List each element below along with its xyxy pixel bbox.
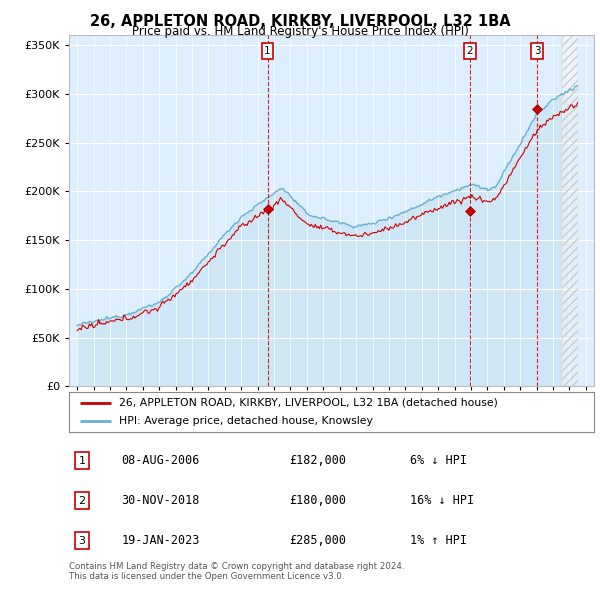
Text: 3: 3 bbox=[79, 536, 86, 546]
Text: This data is licensed under the Open Government Licence v3.0.: This data is licensed under the Open Gov… bbox=[69, 572, 344, 581]
Text: Contains HM Land Registry data © Crown copyright and database right 2024.: Contains HM Land Registry data © Crown c… bbox=[69, 562, 404, 571]
Text: 16% ↓ HPI: 16% ↓ HPI bbox=[410, 494, 475, 507]
Text: 6% ↓ HPI: 6% ↓ HPI bbox=[410, 454, 467, 467]
Text: 19-JAN-2023: 19-JAN-2023 bbox=[121, 534, 200, 547]
Text: 08-AUG-2006: 08-AUG-2006 bbox=[121, 454, 200, 467]
Text: 30-NOV-2018: 30-NOV-2018 bbox=[121, 494, 200, 507]
Text: £180,000: £180,000 bbox=[290, 494, 347, 507]
Text: 1: 1 bbox=[264, 46, 271, 56]
Text: 1: 1 bbox=[79, 456, 86, 466]
Text: £182,000: £182,000 bbox=[290, 454, 347, 467]
Text: 26, APPLETON ROAD, KIRKBY, LIVERPOOL, L32 1BA: 26, APPLETON ROAD, KIRKBY, LIVERPOOL, L3… bbox=[89, 14, 511, 29]
Text: 2: 2 bbox=[466, 46, 473, 56]
Text: Price paid vs. HM Land Registry's House Price Index (HPI): Price paid vs. HM Land Registry's House … bbox=[131, 25, 469, 38]
Text: HPI: Average price, detached house, Knowsley: HPI: Average price, detached house, Know… bbox=[119, 415, 373, 425]
Text: 3: 3 bbox=[534, 46, 541, 56]
Text: 26, APPLETON ROAD, KIRKBY, LIVERPOOL, L32 1BA (detached house): 26, APPLETON ROAD, KIRKBY, LIVERPOOL, L3… bbox=[119, 398, 498, 408]
Text: 1% ↑ HPI: 1% ↑ HPI bbox=[410, 534, 467, 547]
Text: 2: 2 bbox=[79, 496, 86, 506]
Text: £285,000: £285,000 bbox=[290, 534, 347, 547]
